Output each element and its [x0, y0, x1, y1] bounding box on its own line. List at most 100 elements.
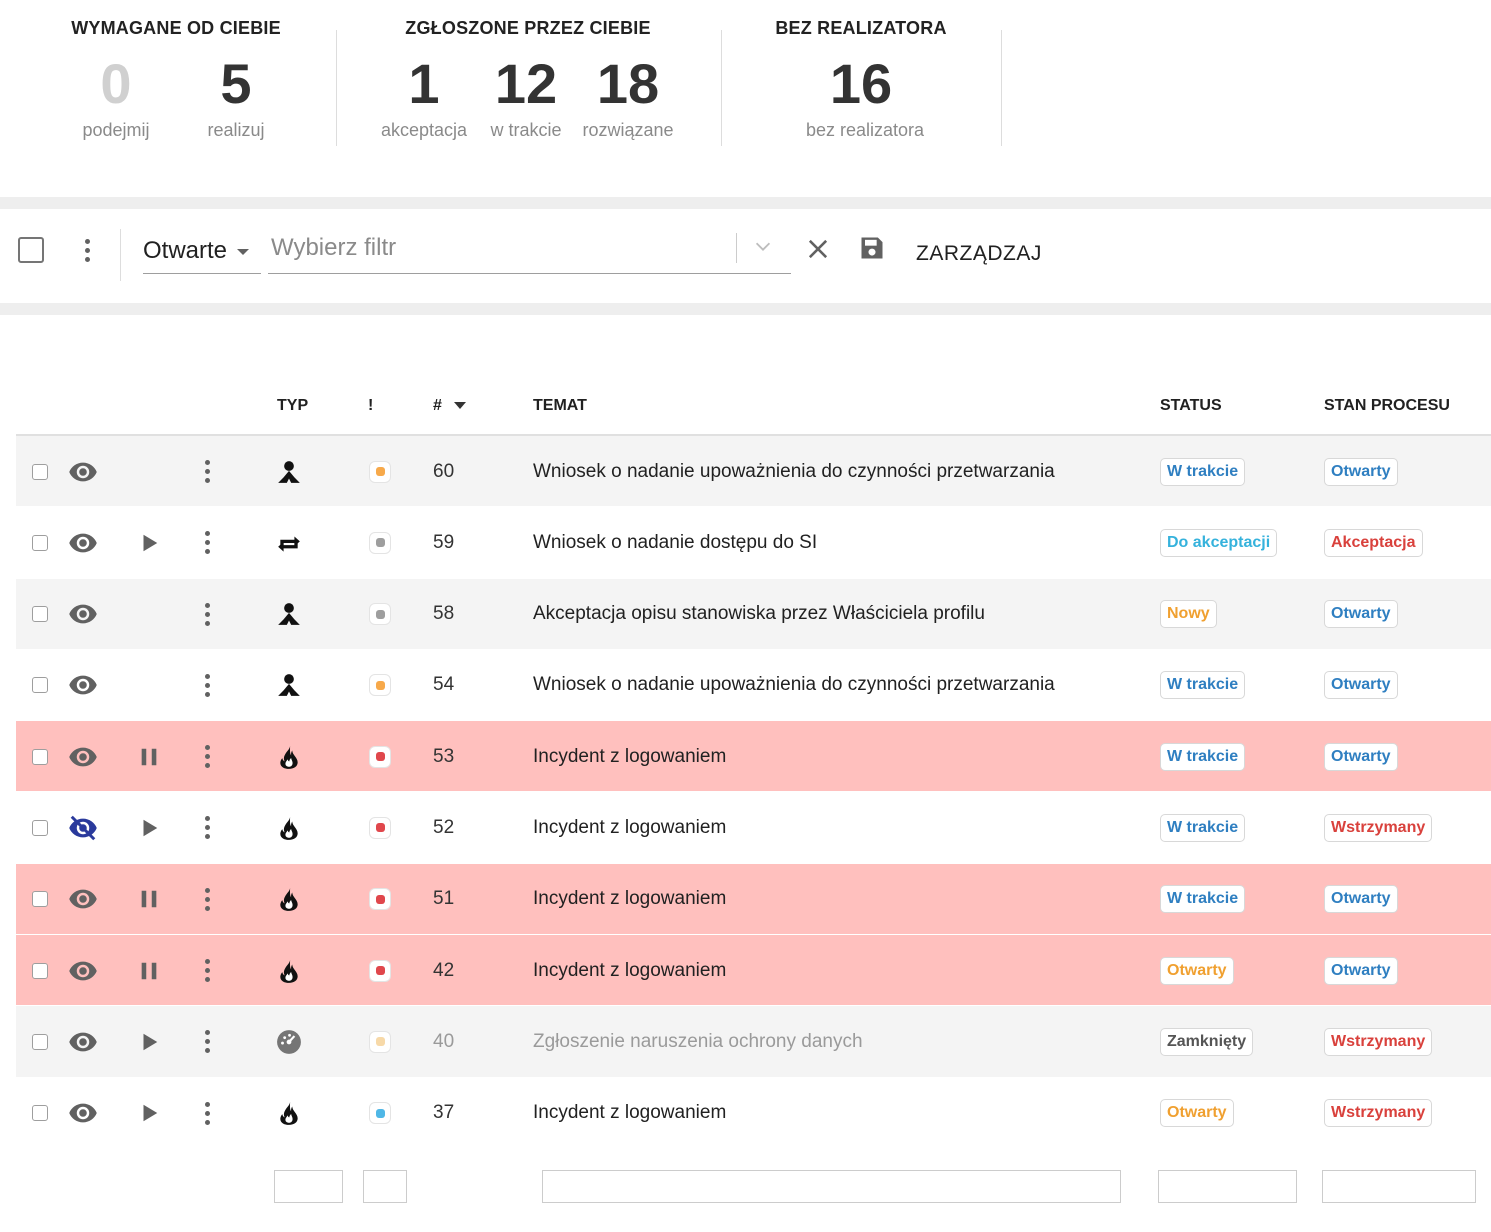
col-status[interactable]: STATUS [1160, 397, 1222, 414]
col-id-sort[interactable]: # [433, 397, 466, 415]
ticket-subject[interactable]: Incydent z logowaniem [533, 816, 727, 838]
stat-take[interactable]: 0 podejmij [61, 52, 171, 141]
manage-button[interactable]: ZARZĄDZAJ [916, 242, 1042, 265]
view-select[interactable]: Otwarte [143, 229, 261, 274]
ticket-subject[interactable]: Wniosek o nadanie upoważnienia do czynno… [533, 674, 1055, 696]
row-checkbox[interactable] [32, 1006, 48, 1077]
more-vert-icon[interactable] [78, 235, 96, 265]
ticket-subject[interactable]: Zgłoszenie naruszenia ochrony danych [533, 1030, 863, 1052]
ticket-subject[interactable]: Wniosek o nadanie dostępu do SI [533, 531, 818, 553]
ticket-subject[interactable]: Wniosek o nadanie upoważnienia do czynno… [533, 460, 1055, 482]
visibility-icon[interactable] [68, 650, 98, 721]
row-checkbox[interactable] [32, 507, 48, 578]
ticket-id[interactable]: 59 [433, 531, 455, 553]
more-vert-icon[interactable] [205, 935, 210, 1006]
play-icon[interactable] [138, 1078, 160, 1149]
ticket-id[interactable]: 52 [433, 816, 455, 838]
row-checkbox[interactable] [32, 436, 48, 507]
ticket-id[interactable]: 58 [433, 603, 455, 625]
play-icon[interactable] [138, 1006, 160, 1077]
table-row[interactable]: 54 Wniosek o nadanie upoważnienia do czyn… [16, 649, 1491, 722]
table-row[interactable]: 60 Wniosek o nadanie upoważnienia do czyn… [16, 436, 1491, 508]
ticket-subject[interactable]: Incydent z logowaniem [533, 745, 727, 767]
visibility-icon[interactable] [68, 864, 98, 935]
row-checkbox[interactable] [32, 935, 48, 1006]
stat-realize[interactable]: 5 realizuj [181, 52, 291, 141]
row-checkbox[interactable] [32, 864, 48, 935]
stat-acceptance[interactable]: 1 akceptacja [369, 52, 479, 141]
ticket-subject[interactable]: Incydent z logowaniem [533, 959, 727, 981]
pause-icon[interactable] [138, 721, 160, 792]
type-column-filter[interactable] [274, 1170, 343, 1203]
row-checkbox[interactable] [32, 650, 48, 721]
status-badge: Zamknięty [1160, 1027, 1254, 1056]
separator-band [0, 197, 1491, 209]
ticket-subject[interactable]: Incydent z logowaniem [533, 888, 727, 910]
visibility-icon[interactable] [68, 507, 98, 578]
visibility-icon[interactable] [68, 721, 98, 792]
visibility-icon[interactable] [68, 1078, 98, 1149]
more-vert-icon[interactable] [205, 1078, 210, 1149]
ticket-id[interactable]: 37 [433, 1102, 455, 1124]
process-badge: Wstrzymany [1324, 1099, 1433, 1128]
stat-value: 18 [596, 52, 660, 115]
priority-indicator [369, 864, 391, 935]
visibility-icon[interactable] [68, 579, 98, 650]
table-row[interactable]: 51 Incydent z logowaniem W trakcie Otwarty [16, 863, 1491, 936]
table-row[interactable]: 37 Incydent z logowaniem Otwarty Wstrzymany [16, 1077, 1491, 1149]
more-vert-icon[interactable] [205, 864, 210, 935]
more-vert-icon[interactable] [205, 650, 210, 721]
row-checkbox[interactable] [32, 579, 48, 650]
summary-title: BEZ REALIZATORA [775, 18, 947, 38]
table-row[interactable]: 58 Akceptacja opisu stanowiska przez Właś… [16, 578, 1491, 650]
ticket-id[interactable]: 51 [433, 888, 455, 910]
priority-column-filter[interactable] [363, 1170, 407, 1203]
col-priority[interactable]: ! [368, 397, 374, 414]
row-checkbox[interactable] [32, 792, 48, 863]
visibility-off-icon[interactable] [68, 792, 98, 863]
stat-in-progress[interactable]: 12 w trakcie [471, 52, 581, 141]
filter-input[interactable] [271, 232, 721, 264]
more-vert-icon[interactable] [205, 721, 210, 792]
select-all-checkbox[interactable] [18, 237, 44, 263]
more-vert-icon[interactable] [205, 579, 210, 650]
more-vert-icon[interactable] [205, 1006, 210, 1077]
pause-icon[interactable] [138, 864, 160, 935]
ticket-subject[interactable]: Akceptacja opisu stanowiska przez Właści… [533, 603, 985, 625]
process-column-filter[interactable] [1322, 1170, 1476, 1203]
table-row[interactable]: 52 Incydent z logowaniem W trakcie Wstrzyma… [16, 792, 1491, 864]
ticket-id[interactable]: 40 [433, 1030, 455, 1052]
row-checkbox[interactable] [32, 1078, 48, 1149]
visibility-icon[interactable] [68, 935, 98, 1006]
ticket-id[interactable]: 42 [433, 959, 455, 981]
col-type[interactable]: TYP [277, 397, 309, 414]
stat-resolved[interactable]: 18 rozwiązane [573, 52, 683, 141]
table-row[interactable]: 42 Incydent z logowaniem Otwarty Otwarty [16, 935, 1491, 1007]
table-row[interactable]: 40 Zgłoszenie naruszenia ochrony danych Za… [16, 1006, 1491, 1078]
col-subject[interactable]: TEMAT [533, 397, 587, 414]
save-icon[interactable] [858, 233, 886, 263]
chevron-down-icon[interactable] [752, 235, 774, 257]
summary-title: WYMAGANE OD CIEBIE [71, 18, 281, 38]
col-process[interactable]: STAN PROCESU [1324, 397, 1450, 414]
play-icon[interactable] [138, 507, 160, 578]
close-icon[interactable] [804, 235, 832, 263]
visibility-icon[interactable] [68, 436, 98, 507]
visibility-icon[interactable] [68, 1006, 98, 1077]
subject-column-filter[interactable] [542, 1170, 1121, 1203]
ticket-id[interactable]: 54 [433, 674, 455, 696]
more-vert-icon[interactable] [205, 507, 210, 578]
row-checkbox[interactable] [32, 721, 48, 792]
table-row[interactable]: 59 Wniosek o nadanie dostępu do SI Do akce… [16, 507, 1491, 579]
ticket-id[interactable]: 53 [433, 745, 455, 767]
play-icon[interactable] [138, 792, 160, 863]
pause-icon[interactable] [138, 935, 160, 1006]
ticket-subject[interactable]: Incydent z logowaniem [533, 1102, 727, 1124]
status-column-filter[interactable] [1158, 1170, 1297, 1203]
ticket-id[interactable]: 60 [433, 460, 455, 482]
stat-unassigned[interactable]: 16 bez realizatora [806, 52, 924, 141]
table-row[interactable]: 53 Incydent z logowaniem W trakcie Otwarty [16, 721, 1491, 793]
more-vert-icon[interactable] [205, 792, 210, 863]
priority-indicator [369, 650, 391, 721]
more-vert-icon[interactable] [205, 436, 210, 507]
